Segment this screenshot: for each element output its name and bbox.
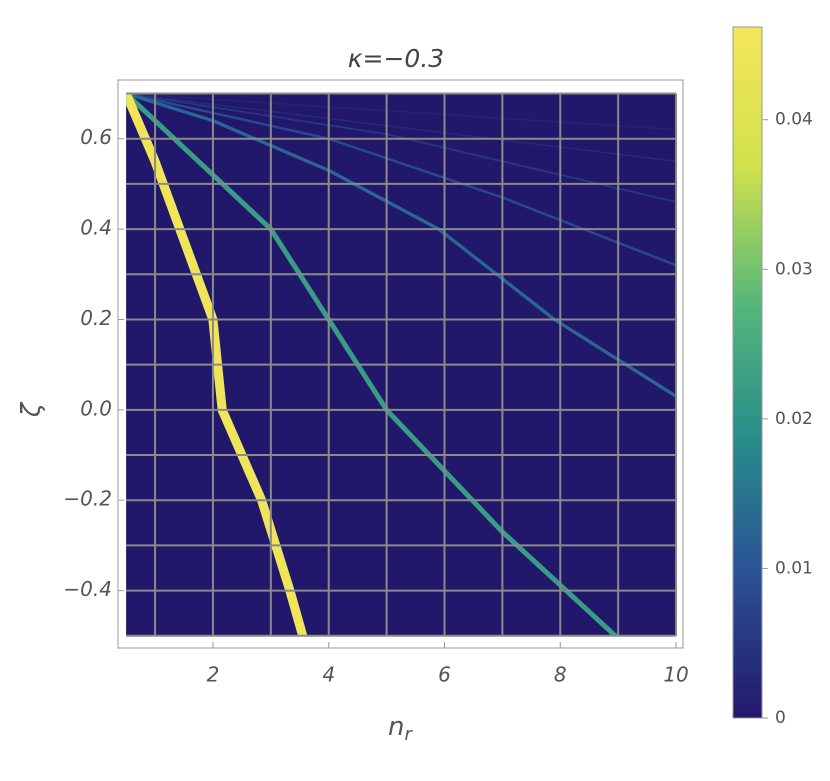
colorbar-tick-label: 0 [775,708,786,728]
chart-title: κ=−0.3 [348,44,444,73]
ridge-line [126,93,677,131]
y-tick-label: 0.0 [80,396,112,420]
ridge [126,93,677,131]
ridge [126,93,677,163]
y-tick-label: 0.2 [80,306,112,330]
ridge [126,93,677,267]
x-label-sub: r [405,724,414,745]
x-tick-label: 2 [207,663,220,687]
x-label-base: n [388,712,404,742]
y-tick-label: 0.6 [80,125,112,149]
colorbar-tick-label: 0.01 [775,558,813,578]
colorbar-tick-label: 0.04 [775,110,813,130]
x-tick-label: 8 [554,663,567,687]
colorbar-tick-label: 0.03 [775,259,813,279]
y-tick-label: 0.4 [80,216,112,240]
x-axis-label: nr [388,712,413,746]
ridge-line [126,93,677,267]
y-tick-label: −0.4 [63,577,112,601]
x-tick-label: 6 [438,663,451,687]
y-axis-label: ζ [17,401,47,418]
ridge-line [126,93,677,163]
x-tick-label: 4 [322,663,335,687]
x-tick-label: 10 [663,663,688,687]
colorbar [732,26,763,719]
ridge-line [126,93,677,398]
colorbar-tick-label: 0.02 [775,409,813,429]
y-tick-label: −0.2 [63,487,112,511]
ridge [126,93,677,398]
